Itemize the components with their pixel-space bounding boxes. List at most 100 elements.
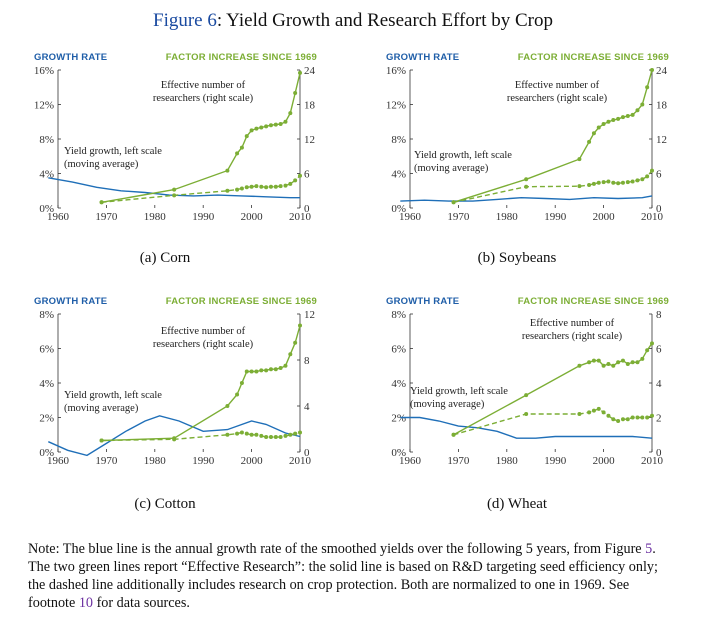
- left-tick-label: 8%: [39, 309, 54, 321]
- chart-wheat: GROWTH RATE FACTOR INCREASE SINCE 1969 8% 6…: [386, 296, 669, 467]
- x-tick-label: 1960: [47, 455, 70, 467]
- research-solid-point: [254, 369, 259, 374]
- research-solid-point: [635, 360, 640, 365]
- x-tick-label: 1990: [192, 455, 215, 467]
- research-solid-point: [630, 112, 635, 117]
- note-ref-footnote[interactable]: 10: [78, 595, 94, 611]
- header-factor-increase: FACTOR INCREASE SINCE 1969: [518, 296, 669, 307]
- research-dashed-point: [225, 432, 230, 437]
- research-dashed-point: [587, 183, 592, 187]
- left-tick-label: 8%: [39, 134, 54, 146]
- x-tick-label: 1990: [544, 455, 567, 467]
- research-solid-point: [239, 381, 244, 385]
- research-solid-point: [606, 362, 611, 367]
- research-dashed-point: [244, 431, 249, 436]
- right-tick-label: 2: [656, 413, 662, 425]
- research-solid-point: [645, 348, 650, 353]
- yield-annotation: (moving average): [64, 403, 139, 414]
- research-dashed-point: [264, 435, 269, 440]
- research-dashed-point: [298, 173, 302, 178]
- x-tick-label: 2010: [289, 455, 312, 467]
- research-solid-point: [616, 116, 621, 121]
- right-tick-label: 24: [656, 65, 668, 77]
- research-dashed-point: [625, 417, 630, 422]
- research-dashed-point: [278, 435, 283, 440]
- right-tick-label: 4: [656, 378, 662, 390]
- research-solid-point: [278, 122, 283, 127]
- research-dashed-point: [273, 435, 278, 440]
- research-dashed-point: [244, 185, 249, 190]
- research-solid-point: [283, 363, 288, 368]
- x-tick-label: 2000: [241, 211, 264, 223]
- research-solid-point: [249, 369, 254, 374]
- research-dashed-point: [630, 415, 635, 420]
- note-text-2: . The two green lines report “Effective …: [28, 541, 658, 611]
- research-annotation: researchers (right scale): [153, 339, 254, 350]
- research-dashed-point: [650, 413, 654, 418]
- research-solid-point: [278, 366, 283, 371]
- research-annotation: Effective number of: [515, 80, 600, 91]
- research-solid-point: [273, 367, 278, 372]
- research-dashed-point: [596, 180, 601, 185]
- note-ref-figure[interactable]: 5: [645, 541, 653, 557]
- left-tick-label: 0%: [39, 447, 54, 459]
- header-factor-increase: FACTOR INCREASE SINCE 1969: [518, 52, 669, 63]
- research-dashed-point: [620, 180, 625, 185]
- header-growth-rate: GROWTH RATE: [386, 52, 459, 63]
- x-tick-label: 2000: [593, 455, 616, 467]
- research-solid-point: [577, 157, 582, 162]
- research-solid-point: [293, 91, 298, 95]
- note-text-3: for data sources.: [93, 595, 190, 611]
- research-dashed-point: [596, 406, 601, 411]
- left-tick-label: 4%: [39, 378, 54, 390]
- left-tick-label: 8%: [391, 134, 406, 146]
- x-tick-label: 1960: [399, 455, 422, 467]
- x-tick-label: 1980: [496, 455, 519, 467]
- yield-annotation: (moving average): [414, 163, 489, 174]
- left-tick-label: 6%: [391, 344, 406, 356]
- left-tick-label: 0%: [391, 447, 406, 459]
- research-dashed-point: [264, 185, 269, 190]
- research-solid-point: [225, 404, 230, 408]
- research-dashed-point: [640, 177, 645, 182]
- left-tick-label: 12%: [34, 100, 54, 112]
- x-tick-label: 2010: [289, 211, 312, 223]
- research-dashed-point: [259, 184, 264, 189]
- x-tick-label: 1970: [95, 455, 118, 467]
- research-annotation: Effective number of: [530, 318, 615, 329]
- x-tick-label: 2000: [593, 211, 616, 223]
- right-tick-label: 6: [656, 169, 662, 181]
- x-tick-label: 1990: [192, 211, 215, 223]
- chart-cotton: GROWTH RATE FACTOR INCREASE SINCE 1969 8% 6…: [34, 296, 317, 467]
- right-tick-label: 0: [656, 447, 662, 459]
- header-factor-increase: FACTOR INCREASE SINCE 1969: [166, 296, 317, 307]
- research-annotation: researchers (right scale): [522, 331, 623, 342]
- yield-annotation: (moving average): [64, 159, 139, 170]
- research-solid-point: [298, 70, 302, 75]
- research-dashed-point: [298, 430, 302, 435]
- right-tick-label: 0: [304, 203, 310, 215]
- research-dashed-point: [591, 181, 596, 186]
- research-solid-point: [225, 168, 230, 173]
- research-solid-point: [259, 368, 264, 373]
- research-solid-point: [625, 114, 630, 118]
- research-dashed-point: [606, 413, 611, 418]
- yield-annotation: Yield growth, left scale: [410, 386, 508, 397]
- figure-label: Figure 6: [153, 10, 217, 31]
- research-dashed-point: [254, 432, 259, 437]
- research-solid-point: [645, 85, 650, 90]
- right-tick-label: 6: [304, 169, 310, 181]
- left-tick-label: 0%: [391, 203, 406, 215]
- research-solid-point: [650, 68, 654, 72]
- caption-cotton: (c) Cotton: [134, 496, 196, 512]
- research-solid-point: [298, 323, 302, 328]
- research-dashed-point: [591, 408, 596, 413]
- research-dashed-point: [451, 200, 456, 205]
- research-dashed-point: [249, 432, 254, 437]
- header-factor-increase: FACTOR INCREASE SINCE 1969: [166, 52, 317, 63]
- research-solid-point: [244, 369, 249, 374]
- research-dashed-point: [235, 187, 240, 192]
- right-tick-label: 18: [304, 100, 316, 112]
- research-dashed-point: [606, 179, 611, 184]
- note-text-1: Note: The blue line is the annual growth…: [28, 541, 646, 557]
